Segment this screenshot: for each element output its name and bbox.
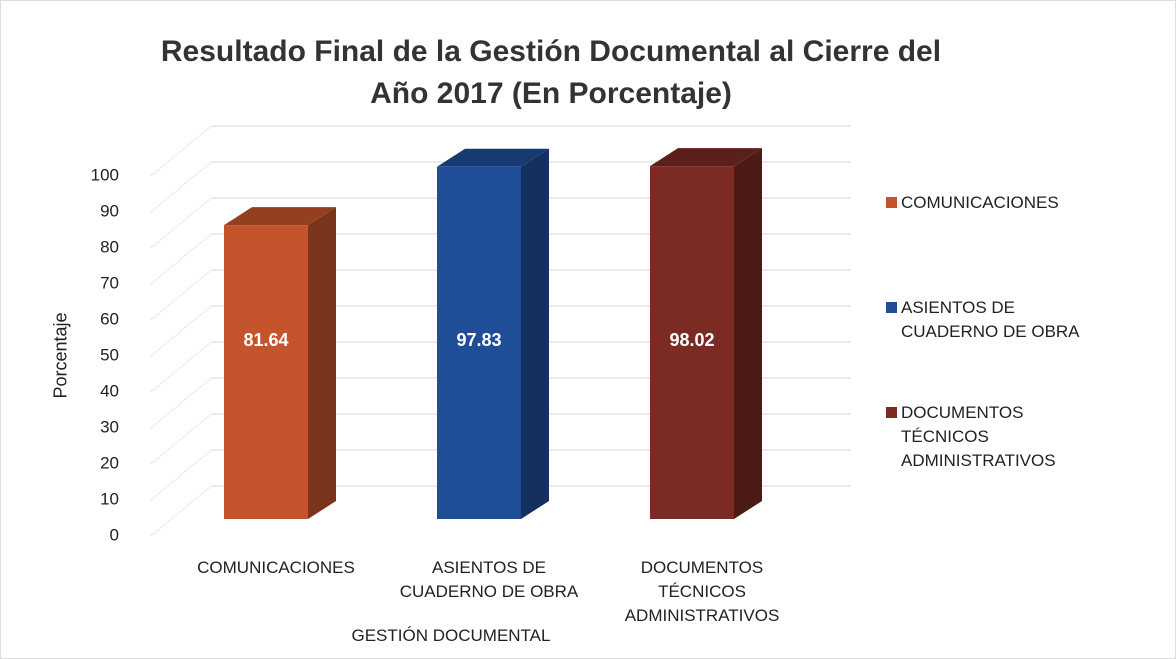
y-tick-label: 10 [100,489,119,508]
legend-swatch [886,302,897,313]
grid-line [150,161,212,213]
legend-item: COMUNICACIONES [886,191,1146,215]
y-tick-label: 50 [100,345,119,364]
grid-line [150,305,212,357]
bar-top [224,207,336,226]
grid-line [150,377,212,429]
x-tick-label: DOCUMENTOS TÉCNICOS ADMINISTRATIVOS [624,558,780,625]
grid-line [150,125,212,177]
chart-title: Resultado Final de la Gestión Documental… [160,35,942,110]
bar-top [650,148,762,167]
grid-line [150,197,212,249]
bar-side [521,148,549,519]
grid-line [150,269,212,321]
legend-item: ASIENTOS DE CUADERNO DE OBRA [886,296,1116,344]
y-tick-label: 0 [110,525,119,544]
legend-item: DOCUMENTOS TÉCNICOS ADMINISTRATIVOS [886,401,1086,473]
x-axis-title: GESTIÓN DOCUMENTAL [351,626,551,645]
bar [224,225,308,519]
y-tick-label: 100 [91,165,119,184]
legend-label: ASIENTOS DE CUADERNO DE OBRA [901,298,1080,341]
y-tick-label: 80 [100,237,119,256]
data-label: 81.64 [243,330,288,350]
y-tick-label: 70 [100,273,119,292]
grid-line [150,485,212,537]
x-tick-label: COMUNICACIONES [197,558,355,577]
legend-swatch [886,197,897,208]
y-tick-label: 40 [100,381,119,400]
legend-swatch [886,407,897,418]
data-label: 97.83 [456,330,501,350]
legend-label: COMUNICACIONES [901,193,1059,212]
bar [650,166,734,520]
y-axis-title: Porcentaje [50,312,71,399]
y-tick-label: 30 [100,417,119,436]
grid-line [150,413,212,465]
data-label: 98.02 [669,330,714,350]
y-tick-label: 60 [100,309,119,328]
grid-line [150,233,212,285]
y-tick-label: 90 [100,201,119,220]
bar-top [437,148,549,167]
grid-line [150,341,212,393]
bar-side [308,207,336,519]
legend-label: DOCUMENTOS TÉCNICOS ADMINISTRATIVOS [901,403,1056,470]
grid-line [150,449,212,501]
x-tick-label: ASIENTOS DE CUADERNO DE OBRA [399,558,579,601]
bar [437,166,521,519]
y-tick-label: 20 [100,453,119,472]
bar-side [734,148,762,520]
